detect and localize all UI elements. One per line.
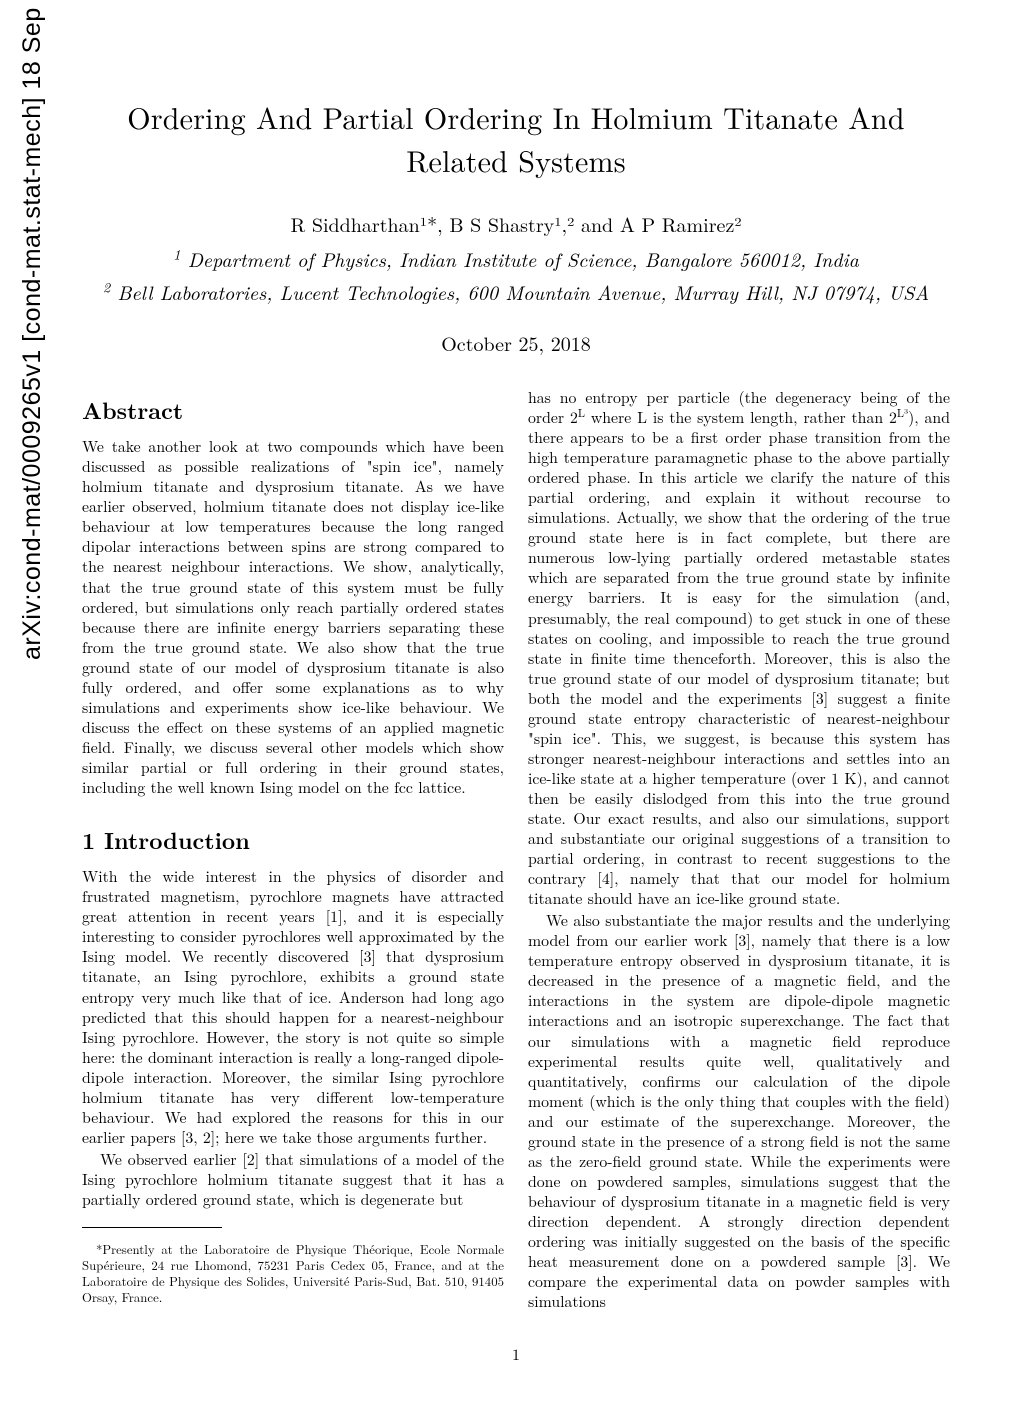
col2-p1-seg-c: ), and there appears to be a first order… [528,405,950,909]
arxiv-stamp: arXiv:cond-mat/0009265v1 [cond-mat.stat-… [18,0,47,660]
affil-1-text: Department of Physics, Indian Institute … [181,244,859,273]
section-1-heading: 1 Introduction [82,825,504,854]
col2-paragraph-2: We also substantiate the major results a… [528,910,950,1311]
footnote-rule [82,1227,222,1228]
affiliation-2: 2 Bell Laboratories, Lucent Technologies… [82,277,950,306]
paper-date: October 25, 2018 [82,328,950,357]
affil-1-sup: 1 [173,244,180,264]
col2-p1-exp-1: L [578,405,585,421]
abstract-heading: Abstract [82,395,504,424]
authors: R Siddharthan¹*, B S Shastry¹,² and A P … [82,209,950,238]
col2-p1-exp-2: L³ [897,405,908,421]
affiliation-1: 1 Department of Physics, Indian Institut… [82,244,950,273]
abstract-body: We take another look at two compounds wh… [82,436,504,797]
affil-2-text: Bell Laboratories, Lucent Technologies, … [110,277,929,306]
footnote-text: *Presently at the Laboratoire de Physiqu… [82,1241,504,1305]
body-columns: Abstract We take another look at two com… [82,387,950,1318]
paper-title: Ordering And Partial Ordering In Holmium… [82,95,950,181]
intro-paragraph-2: We observed earlier [2] that simulations… [82,1149,504,1209]
col2-paragraph-1: has no entropy per particle (the degener… [528,387,950,908]
page-number: 1 [82,1342,950,1365]
intro-paragraph-1: With the wide interest in the physics of… [82,866,504,1147]
page-container: Ordering And Partial Ordering In Holmium… [0,0,1020,1415]
